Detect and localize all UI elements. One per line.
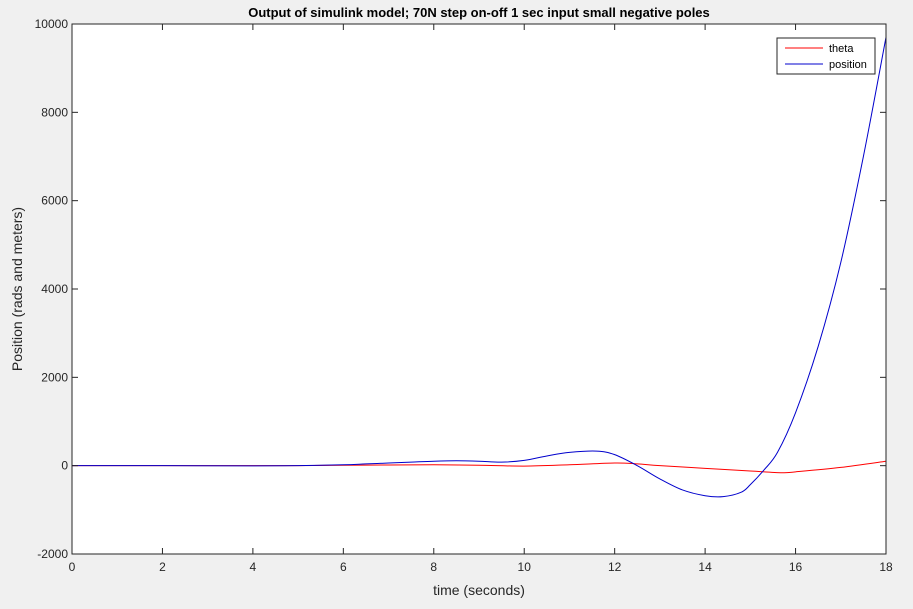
legend-entry-theta: theta [829, 43, 854, 55]
y-tick-label: 6000 [41, 194, 68, 208]
y-tick-label: 2000 [41, 370, 68, 384]
legend-entry-position: position [829, 59, 867, 71]
x-tick-label: 16 [789, 560, 803, 574]
x-tick-label: 8 [430, 560, 437, 574]
y-tick-label: 10000 [35, 17, 69, 31]
y-tick-label: 8000 [41, 105, 68, 119]
x-tick-label: 6 [340, 560, 347, 574]
x-tick-label: 14 [698, 560, 712, 574]
y-tick-label: -2000 [37, 547, 68, 561]
ticks-layer: 0 2 4 6 8 10 12 14 16 18-200002000400060008000100… [35, 17, 893, 574]
legend[interactable]: theta position [776, 37, 876, 75]
series-layer [71, 37, 887, 498]
legend-box [776, 37, 876, 75]
x-tick-label: 4 [250, 560, 257, 574]
y-tick-label: 4000 [41, 282, 68, 296]
x-tick-label: 18 [879, 560, 893, 574]
x-tick-label: 2 [159, 560, 166, 574]
y-tick-label: 0 [61, 459, 68, 473]
x-tick-label: 10 [518, 560, 532, 574]
x-tick-label: 0 [69, 560, 76, 574]
y-axis-label: Position (rads and meters) [9, 207, 25, 371]
series-line-position [71, 37, 887, 498]
chart-title: Output of simulink model; 70N step on-of… [248, 5, 710, 20]
x-tick-label: 12 [608, 560, 622, 574]
plot-area [72, 24, 886, 554]
x-axis-label: time (seconds) [433, 582, 525, 598]
